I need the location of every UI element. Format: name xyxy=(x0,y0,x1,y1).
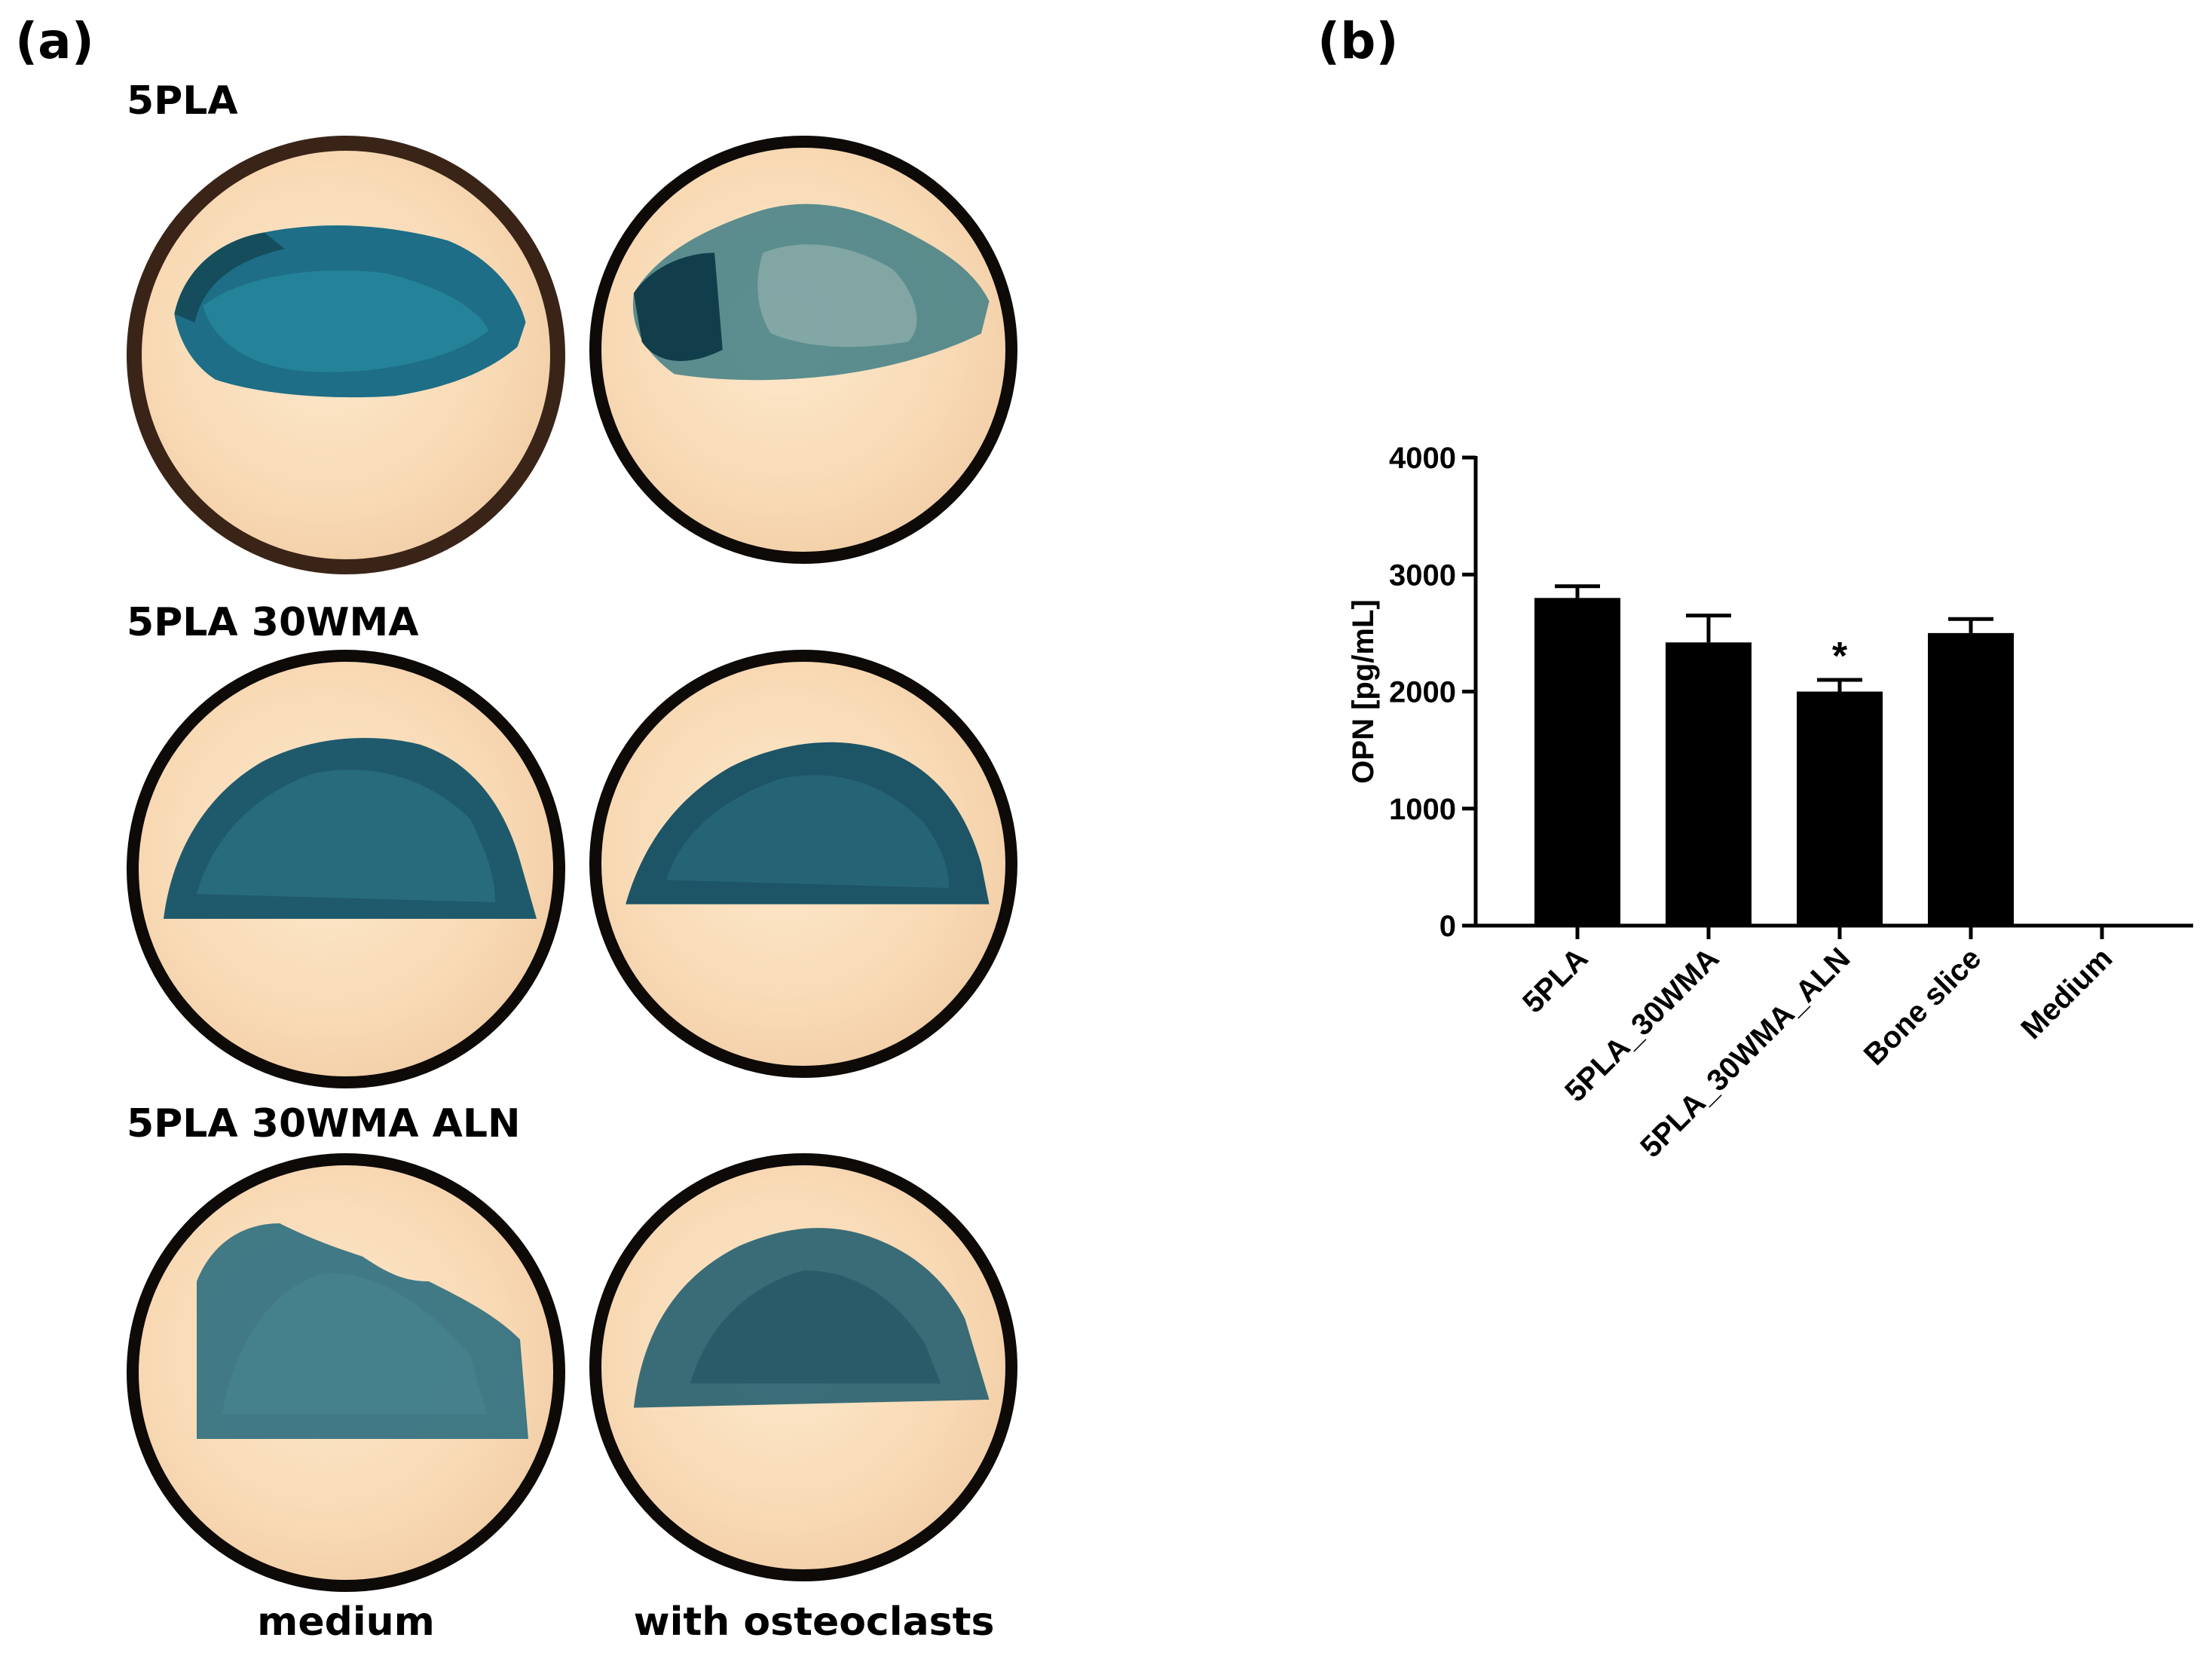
stained-scaffold-shape xyxy=(164,737,537,919)
x-tick-label: Bone slice xyxy=(1858,941,1988,1072)
bar xyxy=(1534,598,1620,926)
y-tick-label: 4000 xyxy=(1389,442,1456,475)
column-label-with-osteoclasts: with osteoclasts xyxy=(633,1599,995,1645)
column-label-medium: medium xyxy=(257,1599,435,1645)
bar xyxy=(1928,632,2014,926)
y-axis-label: OPN [pg/mL] xyxy=(1347,599,1380,783)
stained-scaffold-shape xyxy=(197,1223,528,1439)
panel-a-label: (a) xyxy=(15,12,94,70)
micrograph-5pla-30wma-aln-medium xyxy=(127,1153,565,1592)
x-tick-label: 5PLA_30WMA_ALN xyxy=(1634,941,1856,1164)
bar xyxy=(1797,691,1883,926)
y-tick-label: 3000 xyxy=(1389,559,1456,592)
bar xyxy=(1666,642,1752,926)
significance-marker: * xyxy=(1832,635,1848,678)
y-tick-label: 0 xyxy=(1439,910,1456,943)
row-label-5pla: 5PLA xyxy=(127,78,238,124)
row-label-5pla-30wma-aln: 5PLA 30WMA ALN xyxy=(127,1101,521,1146)
y-tick-label: 2000 xyxy=(1389,676,1456,709)
micrograph-5pla-medium xyxy=(127,136,565,574)
micrograph-5pla-osteoclasts xyxy=(589,136,1017,564)
stained-scaffold-shape xyxy=(632,204,990,381)
stained-scaffold-shape xyxy=(174,225,526,398)
panel-b-label: (b) xyxy=(1317,12,1399,70)
row-label-5pla-30wma: 5PLA 30WMA xyxy=(127,600,419,645)
y-tick-label: 1000 xyxy=(1389,793,1456,826)
x-tick-label: 5PLA xyxy=(1516,941,1594,1019)
x-tick-label: Medium xyxy=(2015,941,2119,1045)
stained-scaffold-shape xyxy=(626,742,990,905)
stained-scaffold-shape xyxy=(633,1228,990,1408)
